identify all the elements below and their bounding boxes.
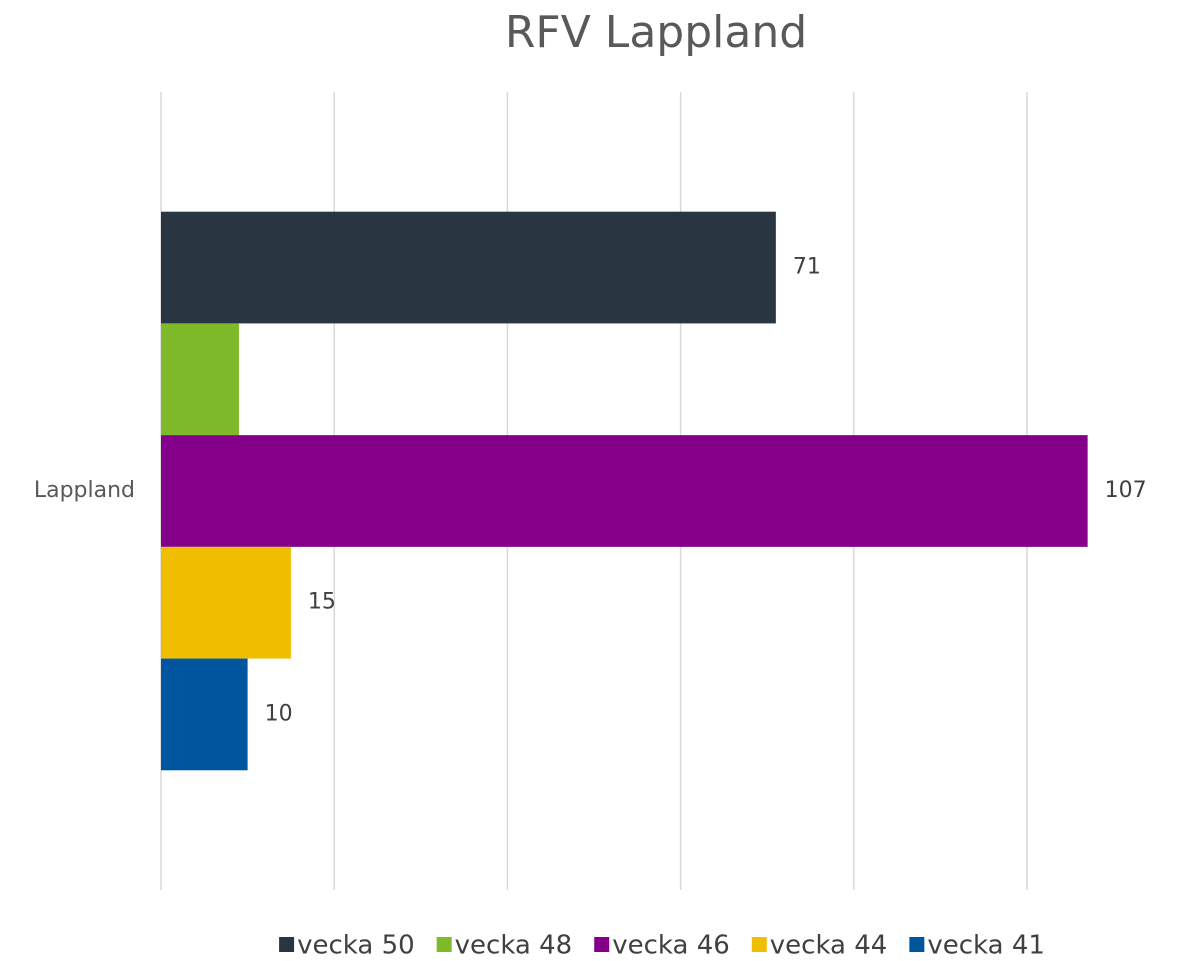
y-tick-label: Lappland: [34, 478, 135, 503]
legend-swatch: [436, 937, 452, 952]
legend-swatch: [909, 937, 925, 952]
legend-label: vecka 46: [612, 931, 730, 961]
legend-label: vecka 48: [455, 931, 573, 961]
bar: [161, 546, 291, 659]
bar: [161, 211, 776, 324]
bar: [161, 658, 248, 771]
legend-swatch: [751, 937, 767, 952]
data-label: 107: [1105, 478, 1147, 503]
data-label: 71: [793, 255, 821, 280]
legend-label: vecka 41: [927, 931, 1045, 961]
data-label: 10: [265, 701, 293, 726]
legend-label: vecka 50: [297, 931, 415, 961]
legend-swatch: [279, 937, 295, 952]
legend-swatch: [594, 937, 610, 952]
bar: [161, 435, 1088, 547]
bar: [161, 323, 239, 436]
chart-title: RFV Lappland: [505, 7, 807, 58]
data-label: 15: [308, 590, 336, 615]
legend: vecka 50 vecka 48 vecka 46 vecka 44 vecka 41: [279, 931, 1045, 961]
legend-label: vecka 44: [770, 931, 888, 961]
